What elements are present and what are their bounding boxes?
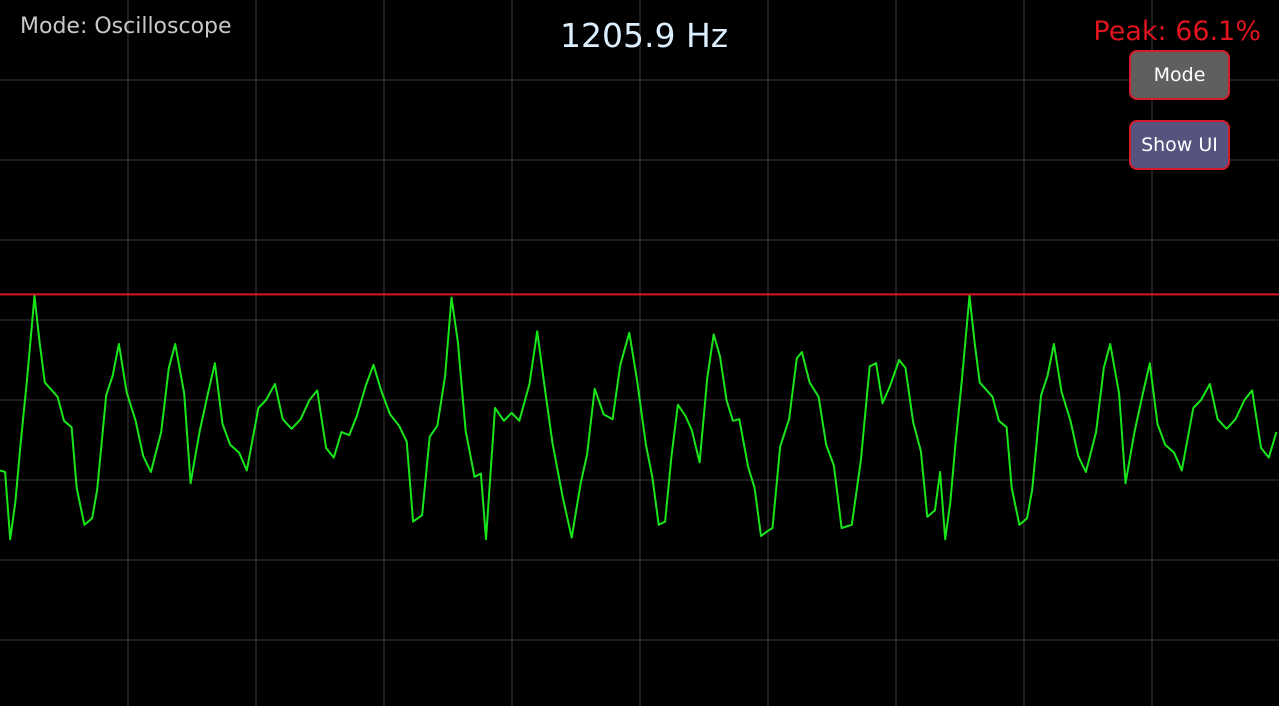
mode-button-label: Mode [1153, 64, 1206, 86]
mode-button[interactable]: Mode [1129, 50, 1230, 100]
show-ui-button-label: Show UI [1141, 134, 1218, 156]
frequency-readout: 1205.9 Hz [560, 16, 729, 55]
show-ui-button[interactable]: Show UI [1129, 120, 1230, 170]
peak-readout: Peak: 66.1% [1093, 16, 1261, 47]
mode-label: Mode: Oscilloscope [20, 14, 232, 39]
waveform-trace [0, 295, 1278, 541]
